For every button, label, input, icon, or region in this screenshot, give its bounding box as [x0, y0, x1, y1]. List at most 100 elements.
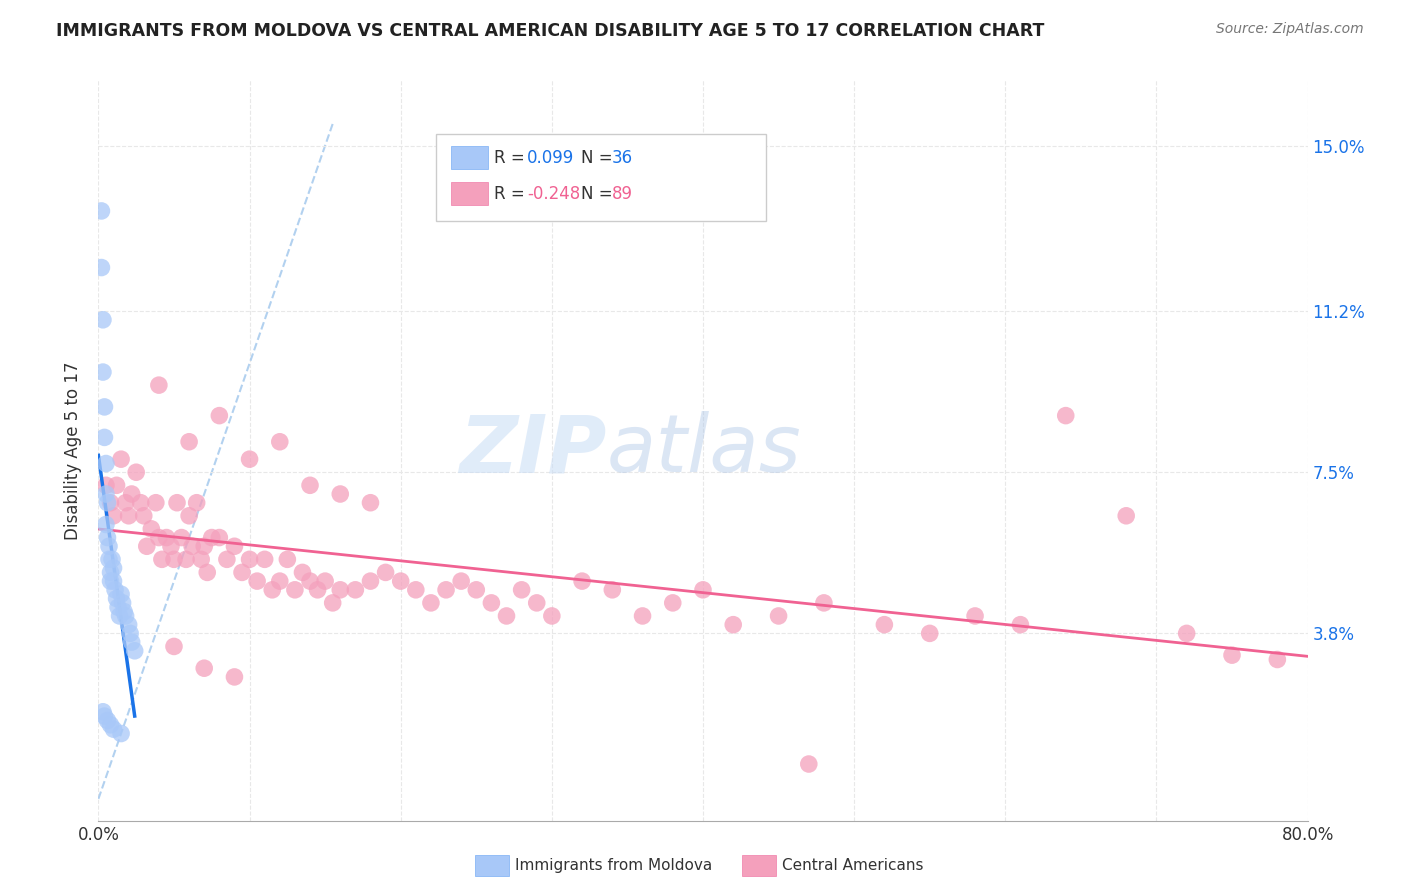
Point — [1175, 626, 1198, 640]
Point — [307, 582, 329, 597]
Text: ZIP: ZIP — [458, 411, 606, 490]
Text: 36: 36 — [612, 149, 633, 167]
Point — [571, 574, 593, 588]
Point — [239, 452, 262, 467]
Point — [723, 617, 745, 632]
Point — [322, 596, 344, 610]
Point — [253, 552, 276, 566]
Point — [631, 609, 654, 624]
Point — [103, 722, 125, 736]
Point — [120, 626, 142, 640]
Text: Immigrants from Moldova: Immigrants from Moldova — [515, 858, 711, 872]
Point — [111, 596, 134, 610]
Point — [692, 582, 714, 597]
Point — [132, 508, 155, 523]
Point — [768, 609, 790, 624]
Text: N =: N = — [581, 149, 617, 167]
Point — [112, 605, 135, 619]
Text: N =: N = — [581, 185, 617, 202]
Point — [434, 582, 457, 597]
Point — [98, 539, 121, 553]
Point — [1220, 648, 1243, 662]
Point — [179, 434, 201, 449]
Point — [104, 582, 127, 597]
Point — [239, 552, 262, 566]
Text: 89: 89 — [612, 185, 633, 202]
Point — [121, 635, 143, 649]
Point — [103, 574, 125, 588]
Point — [208, 531, 231, 545]
Point — [179, 508, 201, 523]
Point — [103, 508, 125, 523]
Point — [481, 596, 503, 610]
Point — [405, 582, 427, 597]
Text: R =: R = — [494, 149, 530, 167]
Point — [1054, 409, 1077, 423]
Point — [269, 434, 291, 449]
Point — [124, 644, 146, 658]
Point — [101, 552, 124, 566]
Point — [105, 591, 128, 606]
Point — [1010, 617, 1032, 632]
Point — [148, 378, 170, 392]
Point — [100, 566, 122, 580]
Point — [121, 487, 143, 501]
Point — [181, 539, 204, 553]
Point — [114, 496, 136, 510]
Point — [141, 522, 163, 536]
Point — [918, 626, 941, 640]
Point — [269, 574, 291, 588]
Point — [166, 496, 188, 510]
Y-axis label: Disability Age 5 to 17: Disability Age 5 to 17 — [65, 361, 83, 540]
Point — [873, 617, 896, 632]
Point — [495, 609, 517, 624]
Point — [526, 596, 548, 610]
Point — [186, 496, 208, 510]
Point — [148, 531, 170, 545]
Point — [105, 478, 128, 492]
Text: -0.248: -0.248 — [527, 185, 581, 202]
Point — [299, 574, 322, 588]
Point — [100, 496, 122, 510]
Point — [94, 457, 117, 471]
Point — [90, 260, 112, 275]
Point — [246, 574, 269, 588]
Point — [110, 587, 132, 601]
Point — [329, 582, 352, 597]
Point — [118, 617, 141, 632]
Point — [195, 566, 218, 580]
Point — [114, 609, 136, 624]
Point — [125, 465, 148, 479]
Point — [96, 531, 118, 545]
Point — [96, 496, 118, 510]
Point — [96, 714, 118, 728]
Point — [100, 718, 122, 732]
Point — [108, 609, 131, 624]
Point — [110, 726, 132, 740]
Point — [389, 574, 412, 588]
Point — [100, 574, 122, 588]
Point — [314, 574, 336, 588]
Point — [90, 203, 112, 218]
Point — [602, 582, 624, 597]
Point — [208, 409, 231, 423]
Point — [193, 539, 215, 553]
Point — [465, 582, 488, 597]
Point — [360, 574, 382, 588]
Point — [163, 640, 186, 654]
Point — [262, 582, 284, 597]
Text: 0.099: 0.099 — [527, 149, 575, 167]
Point — [94, 517, 117, 532]
Point — [170, 531, 193, 545]
Point — [450, 574, 472, 588]
Point — [374, 566, 396, 580]
Point — [329, 487, 352, 501]
Point — [91, 365, 114, 379]
Point — [1267, 652, 1289, 666]
Point — [224, 539, 246, 553]
Point — [135, 539, 157, 553]
Point — [299, 478, 322, 492]
Point — [965, 609, 987, 624]
Point — [224, 670, 246, 684]
Point — [291, 566, 314, 580]
